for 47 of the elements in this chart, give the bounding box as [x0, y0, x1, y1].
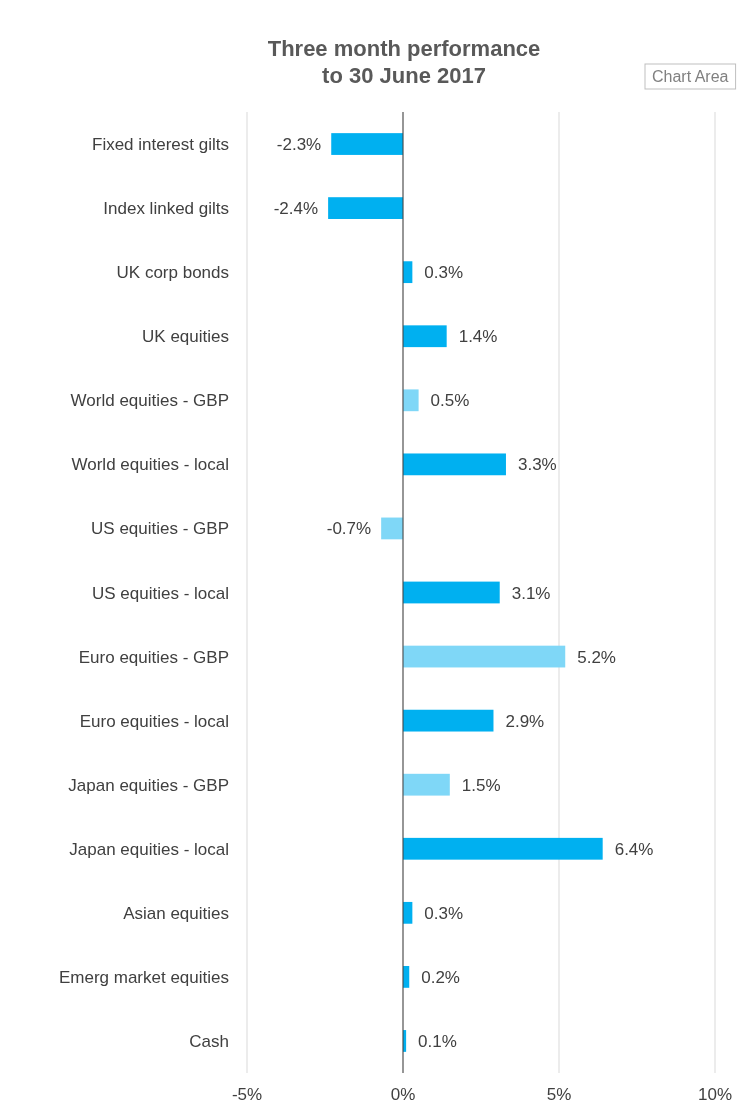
x-tick-label: 0%: [390, 1085, 416, 1104]
y-tick-label: Fixed interest gilts: [92, 135, 229, 155]
x-tick-label: 10%: [697, 1085, 733, 1104]
bar: [381, 517, 403, 540]
text: Chart Area: [652, 68, 729, 85]
bar: [403, 709, 494, 732]
data-label: 0.1%: [418, 1031, 457, 1051]
bar: [403, 325, 447, 348]
bar: [331, 133, 403, 155]
chart-title: Three month performance to 30 June 2017: [267, 36, 541, 88]
bar: [403, 773, 450, 796]
x-tick-label: 5%: [546, 1085, 572, 1104]
y-tick-label: Japan equities - local: [69, 839, 229, 859]
data-label: 0.2%: [421, 967, 460, 987]
y-tick-label: Euro equities - local: [79, 711, 229, 731]
data-label: 0.3%: [424, 903, 464, 923]
y-tick-label: US equities - local: [91, 583, 229, 603]
x-tick-label: -5%: [231, 1085, 263, 1104]
y-tick-label: World equities - GBP: [70, 391, 229, 411]
y-tick-label: UK corp bonds: [116, 263, 229, 283]
bar: [403, 645, 566, 668]
data-label: 0.3%: [424, 263, 464, 283]
y-tick-label: World equities - local: [71, 455, 229, 475]
y-tick-label: Emerg market equities: [58, 967, 229, 987]
bar: [403, 581, 500, 604]
data-label: 2.9%: [505, 711, 545, 731]
data-label: 0.5%: [430, 391, 470, 411]
data-label: 6.4%: [614, 839, 654, 859]
y-tick-label: Euro equities - GBP: [78, 647, 229, 667]
data-label: 3.3%: [517, 455, 557, 475]
bar: [403, 389, 419, 412]
y-tick-label: Cash: [189, 1031, 229, 1051]
bar: [328, 197, 403, 219]
y-tick-label: Asian equities: [123, 903, 229, 923]
data-label: -2.3%: [276, 135, 322, 155]
y-tick-label: Japan equities - GBP: [68, 775, 229, 795]
bar: [403, 837, 603, 860]
y-tick-label: UK equities: [142, 327, 229, 347]
bar: [403, 453, 506, 476]
data-label: -2.4%: [273, 199, 319, 219]
data-label: -0.7%: [326, 519, 372, 539]
data-label: 3.1%: [511, 583, 551, 603]
data-label: 1.4%: [458, 327, 498, 347]
y-tick-label: US equities - GBP: [91, 519, 229, 539]
data-label: 1.5%: [461, 775, 501, 795]
data-label: 5.2%: [577, 647, 616, 667]
y-tick-label: Index linked gilts: [103, 199, 229, 219]
